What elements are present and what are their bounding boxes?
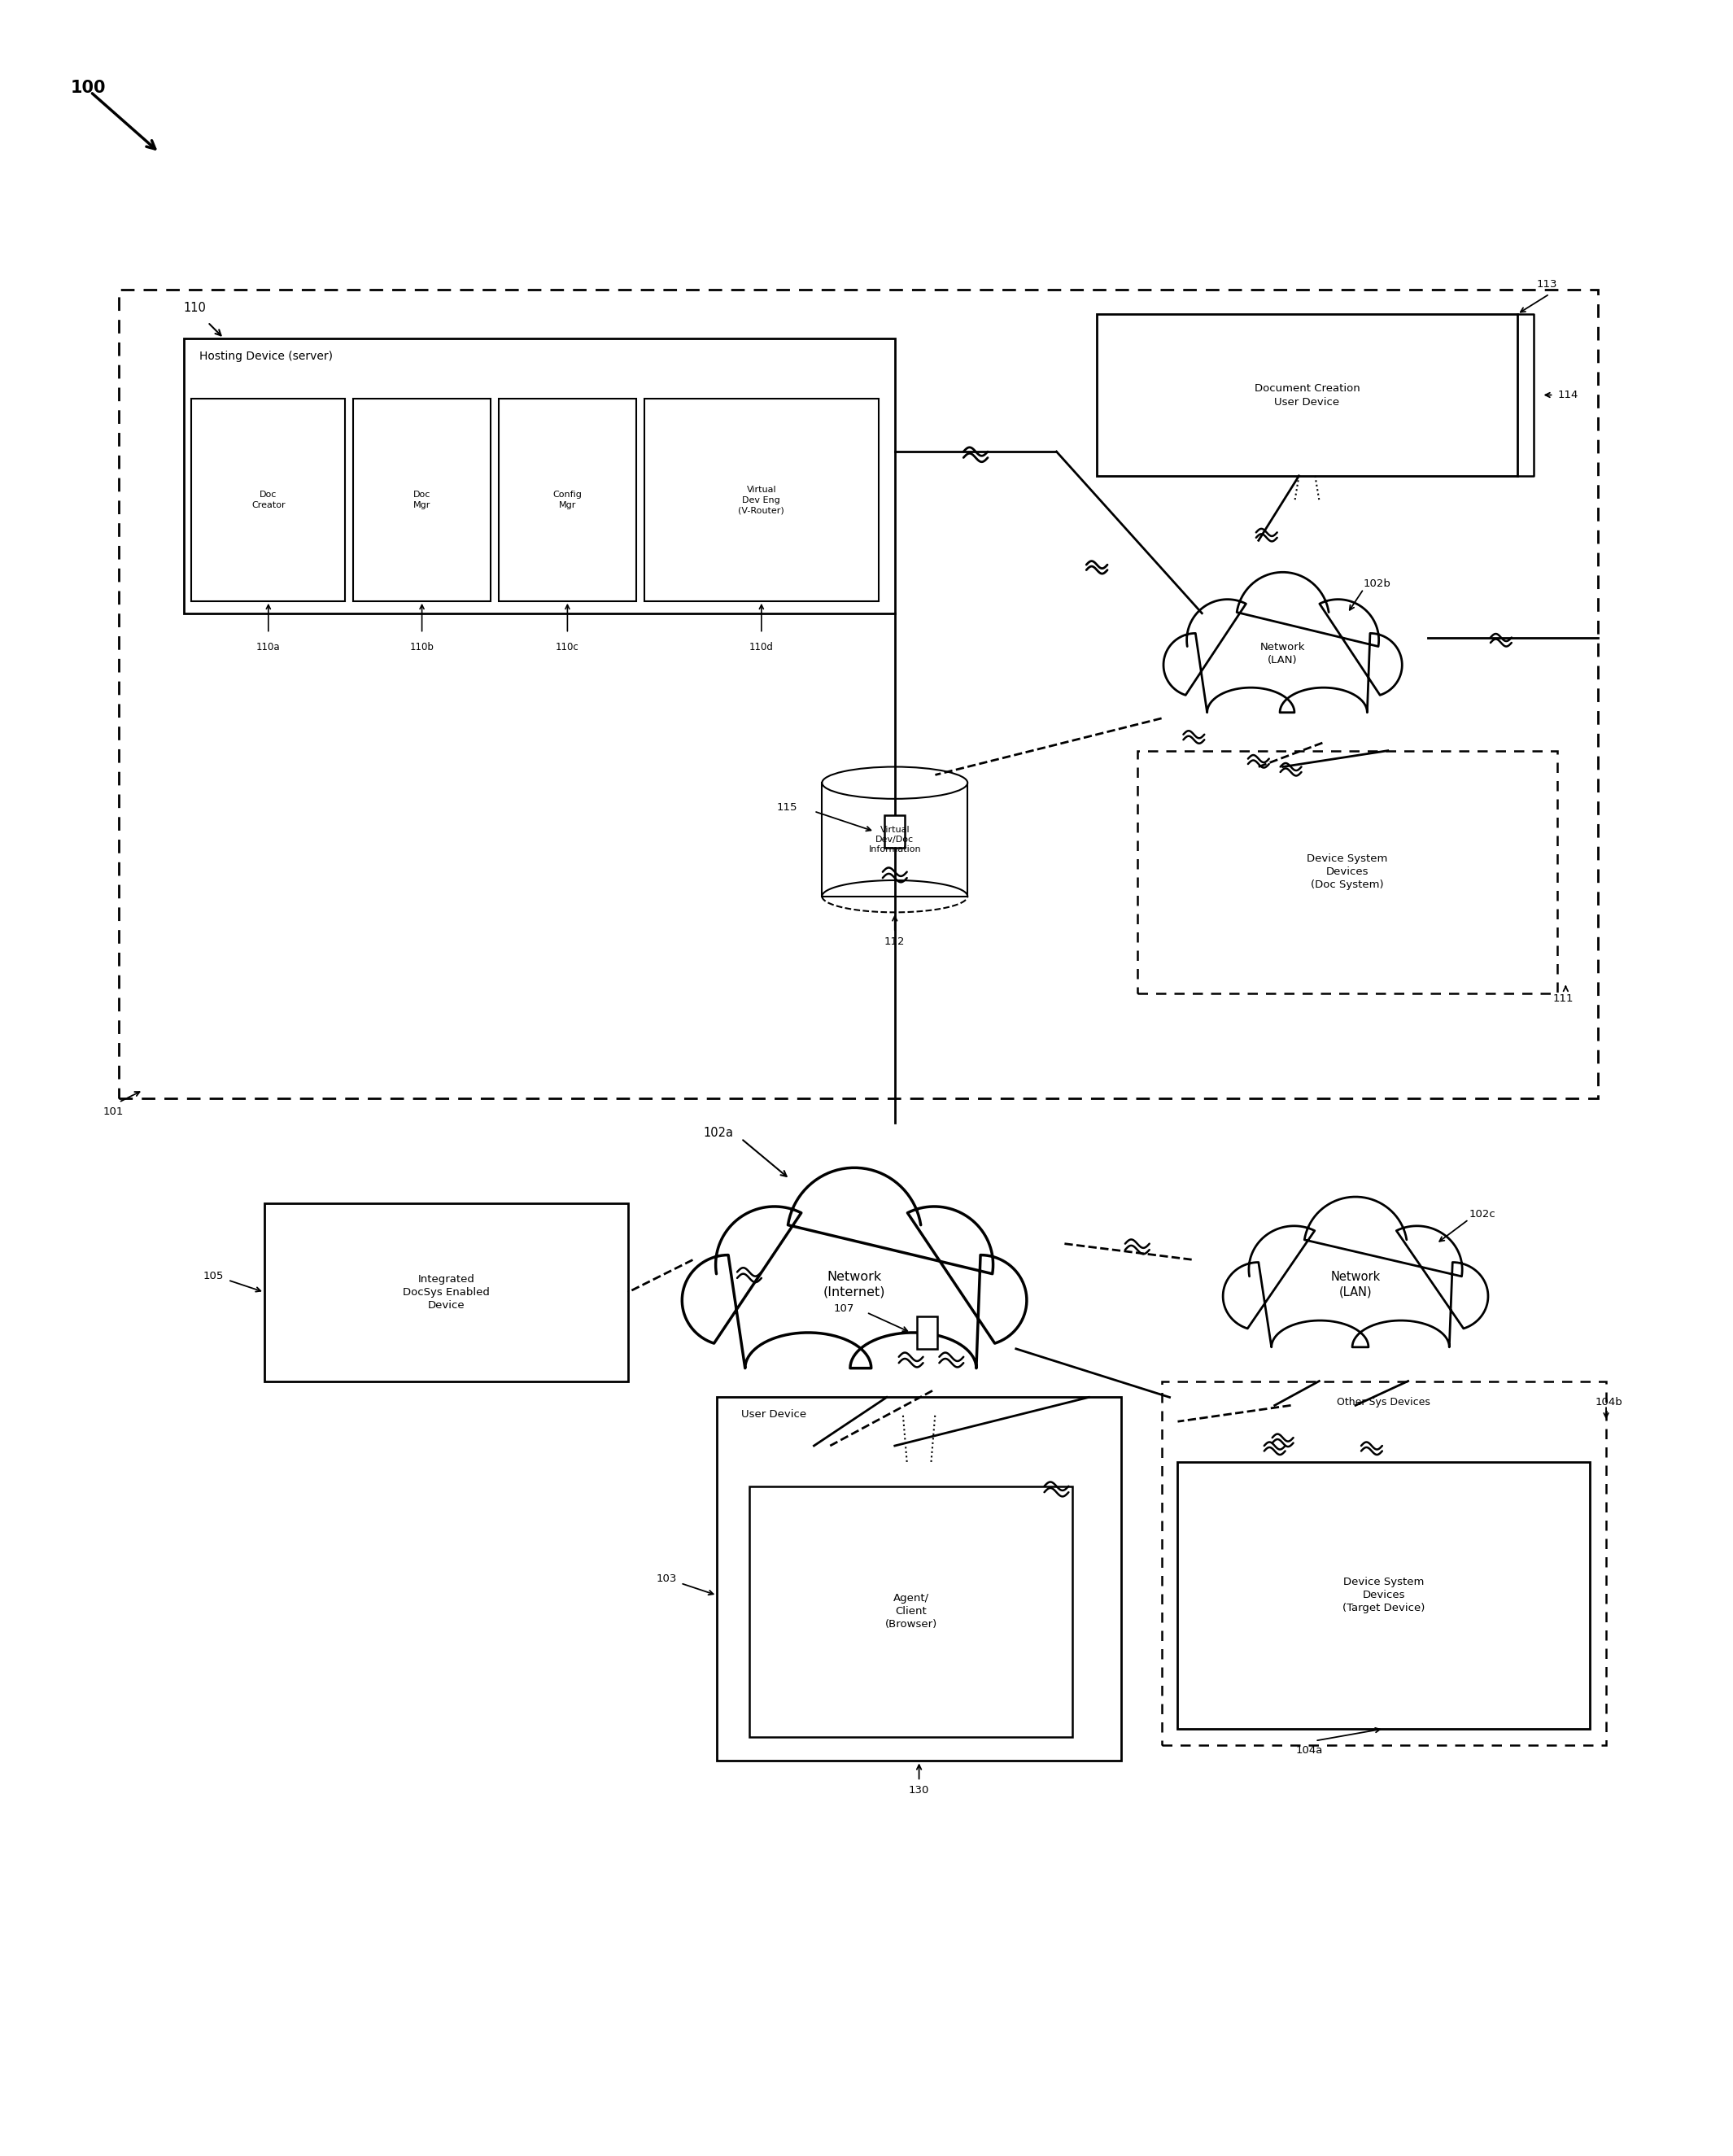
Bar (645, 399, 879, 602)
Text: 104b: 104b (1594, 1397, 1622, 1408)
Text: Hosting Device (server): Hosting Device (server) (199, 351, 333, 362)
Text: 104a: 104a (1296, 1744, 1324, 1755)
Text: Virtual
Dev Eng
(V-Router): Virtual Dev Eng (V-Router) (738, 485, 785, 515)
Text: Integrated
DocSys Enabled
Device: Integrated DocSys Enabled Device (402, 1274, 490, 1311)
Text: Virtual
Dev/Doc
Information: Virtual Dev/Doc Information (868, 826, 920, 854)
Bar (821, 783, 967, 897)
Text: Device System
Devices
(Doc System): Device System Devices (Doc System) (1307, 854, 1388, 890)
Bar (749, 1485, 1073, 1738)
Bar (120, 289, 1598, 1097)
Text: Device System
Devices
(Target Device): Device System Devices (Target Device) (1343, 1576, 1425, 1613)
Text: Config
Mgr: Config Mgr (553, 492, 582, 509)
Bar (354, 399, 490, 602)
Text: 102a: 102a (704, 1125, 733, 1138)
Text: 107: 107 (834, 1302, 854, 1313)
Bar (1161, 1382, 1606, 1744)
Text: 101: 101 (102, 1106, 123, 1117)
Text: User Device: User Device (742, 1410, 806, 1421)
Bar (1137, 750, 1558, 994)
Polygon shape (1163, 571, 1402, 711)
Text: 110c: 110c (556, 642, 579, 651)
Text: 105: 105 (203, 1270, 224, 1281)
Bar (1178, 1462, 1589, 1729)
Text: 110b: 110b (409, 642, 433, 651)
Text: Network
(LAN): Network (LAN) (1260, 642, 1305, 666)
Text: 112: 112 (884, 936, 905, 946)
Text: 100: 100 (71, 80, 106, 97)
Text: 102b: 102b (1364, 578, 1392, 589)
Text: Network
(Internet): Network (Internet) (823, 1270, 886, 1298)
Polygon shape (683, 1169, 1026, 1369)
Polygon shape (1223, 1197, 1489, 1348)
Bar (1097, 315, 1516, 476)
Bar (717, 1397, 1121, 1761)
Text: Network
(LAN): Network (LAN) (1331, 1270, 1381, 1298)
Text: 130: 130 (908, 1785, 929, 1796)
Bar (192, 399, 345, 602)
Text: 110a: 110a (256, 642, 281, 651)
Text: 114: 114 (1558, 390, 1579, 401)
Text: Doc
Mgr: Doc Mgr (412, 492, 430, 509)
Text: 110: 110 (184, 302, 206, 315)
Bar (884, 815, 905, 847)
Text: 110d: 110d (749, 642, 773, 651)
Bar (917, 1317, 938, 1350)
Bar (499, 399, 636, 602)
Text: 113: 113 (1537, 280, 1558, 289)
Bar (265, 1203, 627, 1382)
Bar (184, 338, 894, 612)
Text: Agent/
Client
(Browser): Agent/ Client (Browser) (886, 1593, 938, 1630)
Ellipse shape (821, 768, 967, 800)
Text: Doc
Creator: Doc Creator (251, 492, 286, 509)
Text: 115: 115 (776, 802, 797, 813)
Text: Document Creation
User Device: Document Creation User Device (1255, 384, 1360, 407)
Text: 111: 111 (1553, 994, 1574, 1005)
Text: 102c: 102c (1468, 1210, 1496, 1220)
Text: Other Sys Devices: Other Sys Devices (1338, 1397, 1430, 1408)
Text: 103: 103 (655, 1574, 676, 1585)
